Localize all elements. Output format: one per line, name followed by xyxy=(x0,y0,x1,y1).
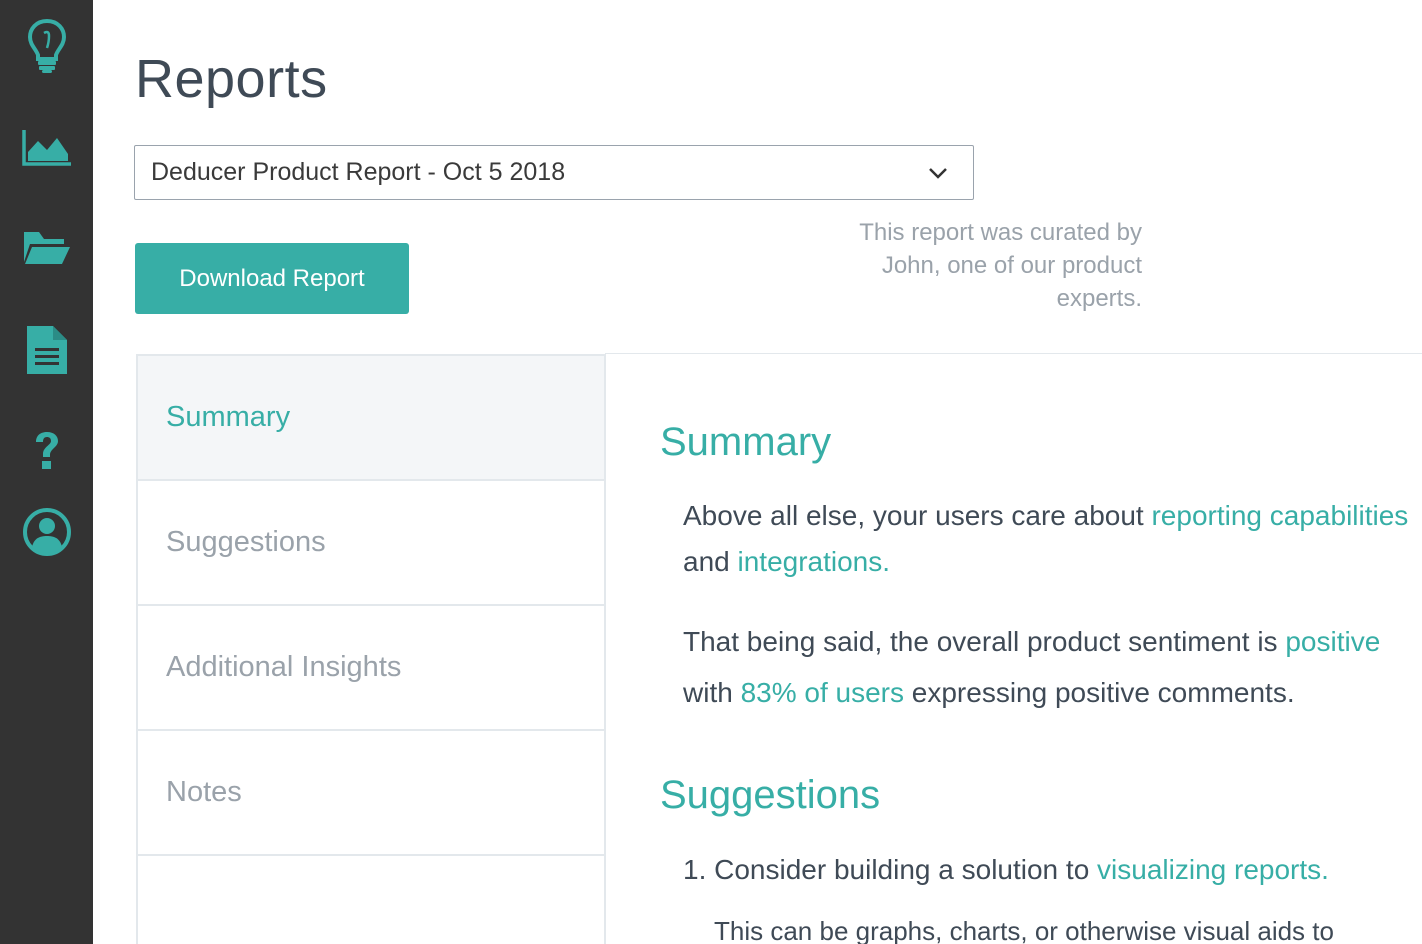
nav-files[interactable] xyxy=(0,207,93,287)
tab-summary[interactable]: Summary xyxy=(138,356,604,481)
visualizing-reports-link[interactable]: visualizing reports. xyxy=(1097,854,1329,885)
reporting-capabilities-link[interactable]: reporting capabilities xyxy=(1151,500,1409,531)
curator-note-line: This report was curated by xyxy=(859,219,1142,246)
tab-notes[interactable]: Notes xyxy=(138,731,604,856)
nav-insights[interactable] xyxy=(0,6,93,86)
question-icon xyxy=(35,432,58,469)
lightbulb-icon xyxy=(27,18,66,73)
folder-open-icon xyxy=(23,232,70,264)
sidebar xyxy=(0,0,93,944)
summary-text: with xyxy=(683,677,741,708)
download-report-button[interactable]: Download Report xyxy=(135,243,409,314)
user-percentage-link[interactable]: 83% of users xyxy=(740,677,904,708)
report-section-tabs: Summary Suggestions Additional Insights … xyxy=(136,354,606,944)
user-circle-icon xyxy=(22,508,71,556)
page-title: Reports xyxy=(135,49,328,109)
nav-account[interactable] xyxy=(0,492,93,572)
suggestion-text: 1. Consider building a solution to xyxy=(683,854,1098,885)
summary-heading: Summary xyxy=(660,420,832,464)
summary-text: and xyxy=(683,546,738,577)
area-chart-icon xyxy=(21,130,71,166)
divider xyxy=(605,353,1422,354)
integrations-link[interactable]: integrations. xyxy=(737,546,891,577)
positive-sentiment-link[interactable]: positive xyxy=(1285,626,1381,657)
nav-help[interactable] xyxy=(0,410,93,490)
summary-paragraph-2: That being said, the overall product sen… xyxy=(683,626,1380,658)
summary-paragraph-1: Above all else, your users care about re… xyxy=(683,500,1408,532)
report-select[interactable]: Deducer Product Report - Oct 5 2018 xyxy=(134,145,974,200)
curator-note: This report was curated by John, one of … xyxy=(820,216,1142,315)
curator-note-line: experts. xyxy=(1056,285,1142,312)
tab-additional-insights[interactable]: Additional Insights xyxy=(138,606,604,731)
report-select-value: Deducer Product Report - Oct 5 2018 xyxy=(151,158,566,186)
summary-text: That being said, the overall product sen… xyxy=(683,626,1286,657)
summary-text: Above all else, your users care about xyxy=(683,500,1152,531)
suggestions-heading: Suggestions xyxy=(660,773,881,817)
suggestion-detail: This can be graphs, charts, or otherwise… xyxy=(714,916,1334,944)
summary-paragraph-1-line-2: and integrations. xyxy=(683,546,890,578)
document-icon xyxy=(26,326,67,374)
chevron-down-icon xyxy=(929,168,947,179)
summary-text: expressing positive comments. xyxy=(904,677,1295,708)
nav-reports[interactable] xyxy=(0,310,93,390)
suggestion-item-1: 1. Consider building a solution to visua… xyxy=(683,854,1329,886)
curator-note-line: John, one of our product xyxy=(881,252,1142,279)
summary-paragraph-2-line-2: with 83% of users expressing positive co… xyxy=(683,677,1295,709)
tab-suggestions[interactable]: Suggestions xyxy=(138,481,604,606)
nav-analytics[interactable] xyxy=(0,108,93,188)
